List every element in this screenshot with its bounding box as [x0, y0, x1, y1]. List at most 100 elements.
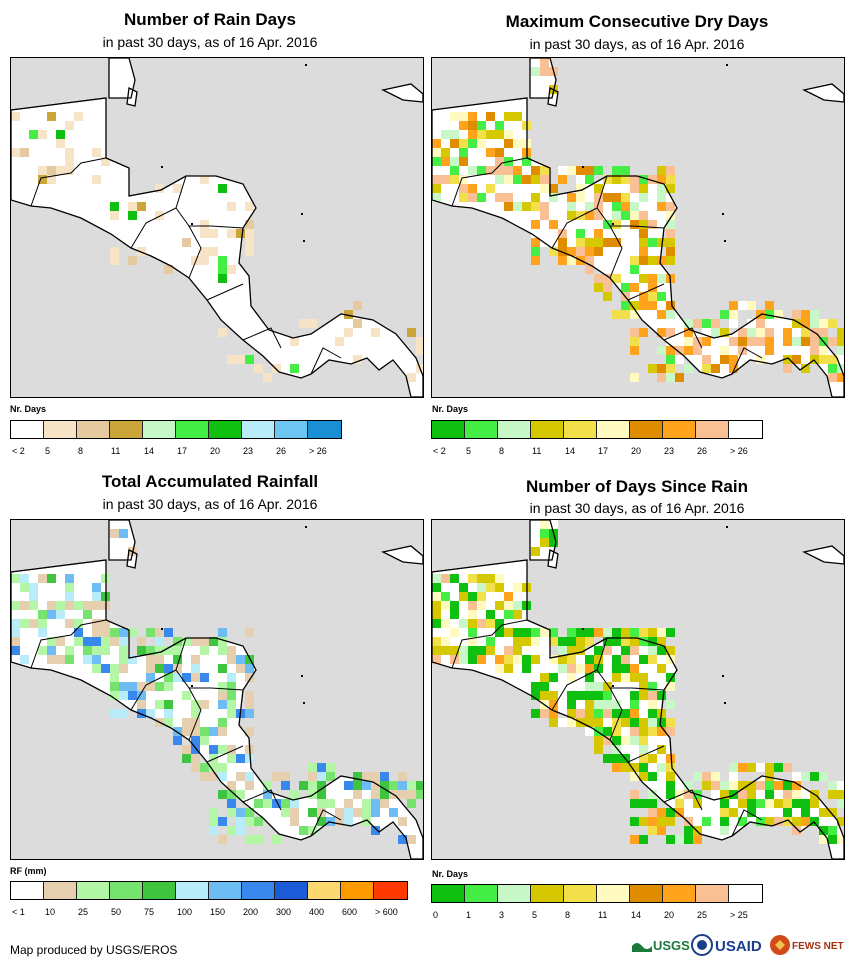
data-cell — [164, 682, 173, 691]
data-cell — [594, 274, 603, 283]
data-cell — [200, 229, 209, 238]
data-cell — [729, 808, 738, 817]
data-cell — [486, 112, 495, 121]
data-cell — [29, 619, 38, 628]
data-cell — [146, 664, 155, 673]
data-cell — [227, 808, 236, 817]
data-cell — [630, 790, 639, 799]
coastline — [432, 97, 844, 397]
data-cell — [693, 826, 702, 835]
data-cell — [585, 193, 594, 202]
data-cell — [639, 655, 648, 664]
data-cell — [774, 817, 783, 826]
data-cell — [65, 619, 74, 628]
data-cell — [828, 337, 837, 346]
coastline — [11, 97, 423, 397]
data-cell — [191, 673, 200, 682]
data-cell — [218, 637, 227, 646]
data-cell — [657, 175, 666, 184]
country-border — [451, 619, 528, 669]
country-border — [175, 669, 244, 691]
data-cell — [371, 328, 380, 337]
data-cell — [38, 619, 47, 628]
data-cell — [236, 790, 245, 799]
data-cell — [450, 628, 459, 637]
data-cell — [236, 664, 245, 673]
data-cell — [254, 799, 263, 808]
legend-label: 0 — [433, 910, 439, 920]
data-cell — [245, 664, 254, 673]
panel-rain-days: Number of Rain Days in past 30 days, as … — [0, 0, 427, 470]
data-cell — [209, 727, 218, 736]
data-cell — [540, 529, 549, 538]
data-cell — [209, 763, 218, 772]
data-cell — [666, 727, 675, 736]
central-america-map-icon — [432, 58, 844, 397]
data-cell — [801, 772, 810, 781]
data-cell — [101, 664, 110, 673]
legend-bar — [431, 420, 763, 439]
legend-swatch — [11, 421, 44, 438]
map-dry-days — [431, 57, 845, 398]
data-cell — [549, 655, 558, 664]
data-cell — [47, 175, 56, 184]
data-cell — [432, 655, 441, 664]
data-cell — [486, 610, 495, 619]
legend-label: 14 — [631, 910, 642, 920]
data-cell — [155, 664, 164, 673]
data-cell — [648, 799, 657, 808]
data-cell — [450, 601, 459, 610]
data-cell — [191, 664, 200, 673]
data-cell — [245, 727, 254, 736]
data-cell — [290, 364, 299, 373]
data-cell — [137, 646, 146, 655]
legend-swatch — [176, 882, 209, 899]
land-area — [548, 550, 558, 568]
data-cell — [774, 799, 783, 808]
data-cell — [380, 772, 389, 781]
data-cell — [531, 175, 540, 184]
data-cell — [594, 682, 603, 691]
data-cell — [621, 256, 630, 265]
data-cell — [101, 619, 110, 628]
data-cell — [630, 211, 639, 220]
island — [582, 166, 584, 168]
data-cell — [567, 247, 576, 256]
data-cell — [801, 319, 810, 328]
data-cell — [648, 292, 657, 301]
data-cell — [621, 202, 630, 211]
data-cell — [666, 202, 675, 211]
data-cell — [110, 664, 119, 673]
legend-label: 8 — [499, 446, 505, 456]
data-cell — [657, 745, 666, 754]
data-cell — [648, 754, 657, 763]
data-cell — [495, 193, 504, 202]
country-border — [206, 283, 244, 301]
data-cell — [720, 346, 729, 355]
data-cell — [92, 655, 101, 664]
data-cell — [540, 202, 549, 211]
data-cell — [729, 301, 738, 310]
coastline — [381, 83, 423, 103]
data-cell — [603, 238, 612, 247]
data-cell — [657, 166, 666, 175]
data-cell — [837, 355, 844, 364]
data-cell — [702, 319, 711, 328]
data-cell — [459, 139, 468, 148]
data-cell — [344, 781, 353, 790]
country-border — [310, 347, 342, 375]
data-cell — [666, 772, 675, 781]
data-cell — [693, 772, 702, 781]
legend-label: 23 — [243, 446, 254, 456]
data-cell — [747, 328, 756, 337]
data-cell — [20, 574, 29, 583]
data-cell — [486, 166, 495, 175]
data-cell — [362, 772, 371, 781]
data-cell — [603, 691, 612, 700]
data-cell — [738, 790, 747, 799]
data-cell — [504, 112, 513, 121]
data-cell — [630, 310, 639, 319]
data-cell — [603, 709, 612, 718]
data-cell — [648, 682, 657, 691]
data-cell — [29, 583, 38, 592]
